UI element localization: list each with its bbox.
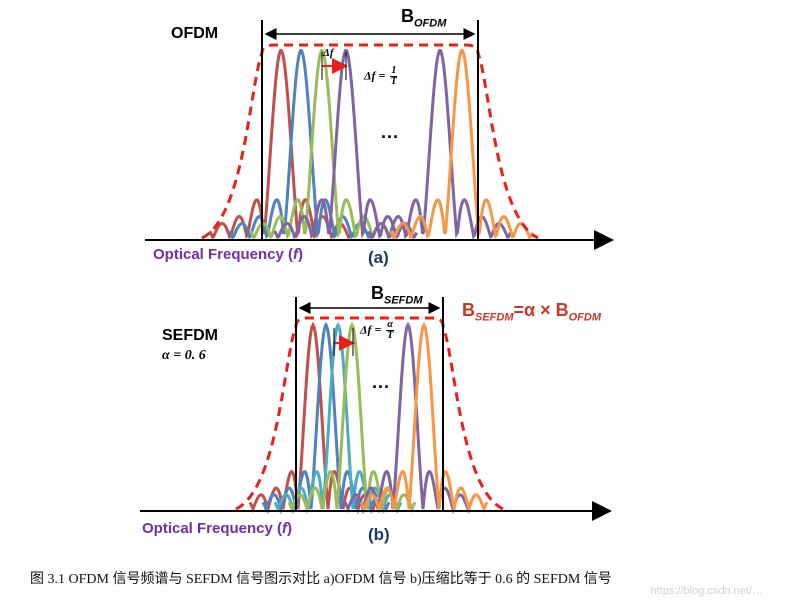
panel-a-subcarrier-6 bbox=[389, 48, 534, 240]
panel-a-ellipsis: ... bbox=[381, 122, 400, 142]
panel-a-x-axis-label: Optical Frequency (f) bbox=[153, 246, 304, 263]
panel-b-sefdm-label: SEFDM bbox=[162, 327, 218, 344]
panel-a-subcarrier-2 bbox=[228, 48, 373, 240]
panel-a-envelope bbox=[201, 43, 539, 240]
watermark: https://blog.csdn.net/… bbox=[650, 585, 763, 597]
panel-a-subcarrier-3 bbox=[249, 48, 394, 240]
panel-b-envelope bbox=[235, 316, 504, 511]
panel-b-bandwidth-relation: BSEFDM=α × BOFDM bbox=[462, 300, 601, 324]
panel-b-alpha: α = 0. 6 bbox=[162, 348, 206, 363]
panel-a-id: (a) bbox=[368, 248, 389, 267]
panel-b-id: (b) bbox=[368, 525, 390, 544]
panel-b-x-axis-label: Optical Frequency (f) bbox=[142, 520, 293, 537]
panel-b-bandwidth-label: BSEFDM bbox=[371, 283, 423, 307]
panel-b-subcarrier-6 bbox=[359, 321, 489, 515]
panel-b-spectrum bbox=[235, 316, 504, 515]
panel-a-subcarrier-5 bbox=[367, 48, 512, 240]
panel-a-spectrum bbox=[201, 43, 539, 240]
panel-a-ofdm-label: OFDM bbox=[171, 25, 219, 42]
panel-a-spacing-symbol: Δf bbox=[323, 47, 334, 59]
panel-b-ellipsis: ... bbox=[372, 372, 391, 392]
panel-b-subcarrier-5 bbox=[343, 321, 473, 515]
figure-caption: 图 3.1 OFDM 信号频谱与 SEFDM 信号图示对比 a)OFDM 信号 … bbox=[30, 572, 612, 587]
panel-a-bandwidth-label: BOFDM bbox=[401, 6, 447, 30]
